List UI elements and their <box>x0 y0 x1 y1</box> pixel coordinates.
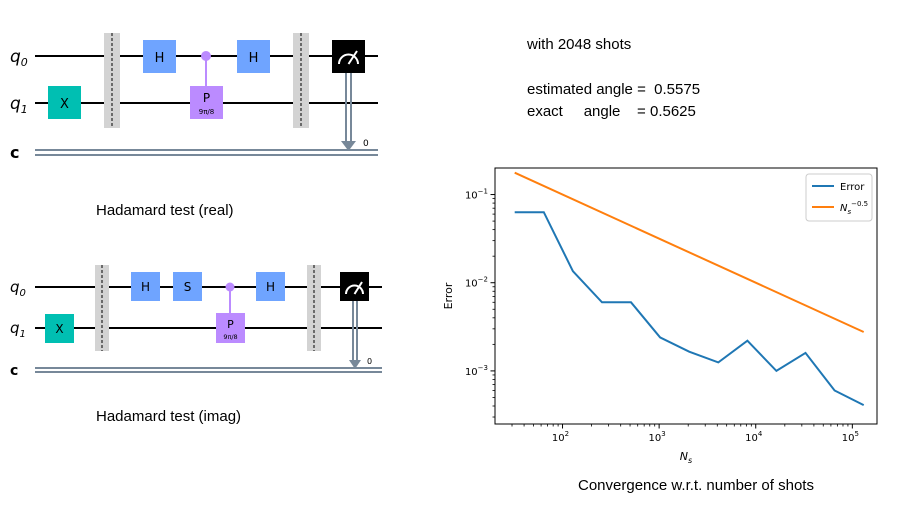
legend-label-reference: Ns−0.5 <box>840 200 868 216</box>
phase-gate-param: 9π/8 <box>199 108 214 116</box>
q0-label: q0 <box>10 278 26 299</box>
h-gate-label: H <box>141 280 150 294</box>
measure-gate <box>332 40 365 73</box>
x-tick-label: 105 <box>842 430 859 444</box>
circuit-imag: q0 q1 c X H S P 9π/8 H 0 <box>10 265 382 379</box>
phase-gate-label: P <box>227 318 234 331</box>
phase-gate-label: P <box>203 91 210 105</box>
y-axis-label: Error <box>442 282 455 309</box>
measure-icon <box>338 50 359 65</box>
x-gate <box>45 314 74 343</box>
legend-label-error: Error <box>840 182 865 193</box>
s-gate-label: S <box>184 280 192 294</box>
measure-icon <box>345 281 364 295</box>
phase-gate <box>190 86 223 119</box>
h-gate <box>256 272 285 301</box>
h-gate-label: H <box>266 280 275 294</box>
series-line-reference <box>514 171 865 333</box>
circuit-real: q0 q1 c X H P 9π/8 H 0 <box>10 33 378 162</box>
c-label: c <box>10 143 19 162</box>
y-tick-label: 10−1 <box>465 188 488 202</box>
series-line-error <box>514 211 865 406</box>
control-dot <box>225 282 235 292</box>
caption-imag: Hadamard test (imag) <box>96 408 242 425</box>
q1-label: q1 <box>10 319 26 340</box>
h-gate <box>131 272 160 301</box>
h-gate <box>237 40 270 73</box>
x-axis-label: Ns <box>680 450 692 465</box>
h-gate <box>143 40 176 73</box>
c-label: c <box>10 363 18 379</box>
convergence-chart: 102 103 104 105 10−3 10−2 10−1 Error Ns Error … <box>442 167 878 465</box>
legend: Error Ns−0.5 <box>805 173 873 222</box>
estimated-angle-text: estimated angle = 0.5575 <box>527 81 701 98</box>
measure-bit: 0 <box>367 357 372 366</box>
s-gate <box>173 272 202 301</box>
control-dot <box>201 51 211 61</box>
x-gate <box>48 86 81 119</box>
measure-bit: 0 <box>363 139 369 149</box>
x-tick-label: 104 <box>745 430 763 444</box>
x-gate-label: X <box>55 322 63 336</box>
measure-arrow <box>341 141 356 151</box>
shots-text: with 2048 shots <box>527 36 632 53</box>
chart-caption: Convergence w.r.t. number of shots <box>578 477 814 494</box>
exact-angle-text: exact angle = 0.5625 <box>527 103 696 120</box>
q0-label: q0 <box>10 47 28 69</box>
h-gate-label: H <box>155 51 165 66</box>
phase-gate-param: 9π/8 <box>223 333 237 341</box>
x-tick-label: 103 <box>649 430 666 444</box>
x-gate-label: X <box>60 97 69 112</box>
y-tick-label: 10−3 <box>465 364 488 378</box>
q1-label: q1 <box>10 94 28 116</box>
x-tick-label: 102 <box>552 430 569 444</box>
y-tick-label: 10−2 <box>465 276 488 290</box>
measure-arrow <box>349 360 361 369</box>
phase-gate <box>216 313 245 343</box>
h-gate-label: H <box>249 51 259 66</box>
caption-real: Hadamard test (real) <box>96 202 234 219</box>
